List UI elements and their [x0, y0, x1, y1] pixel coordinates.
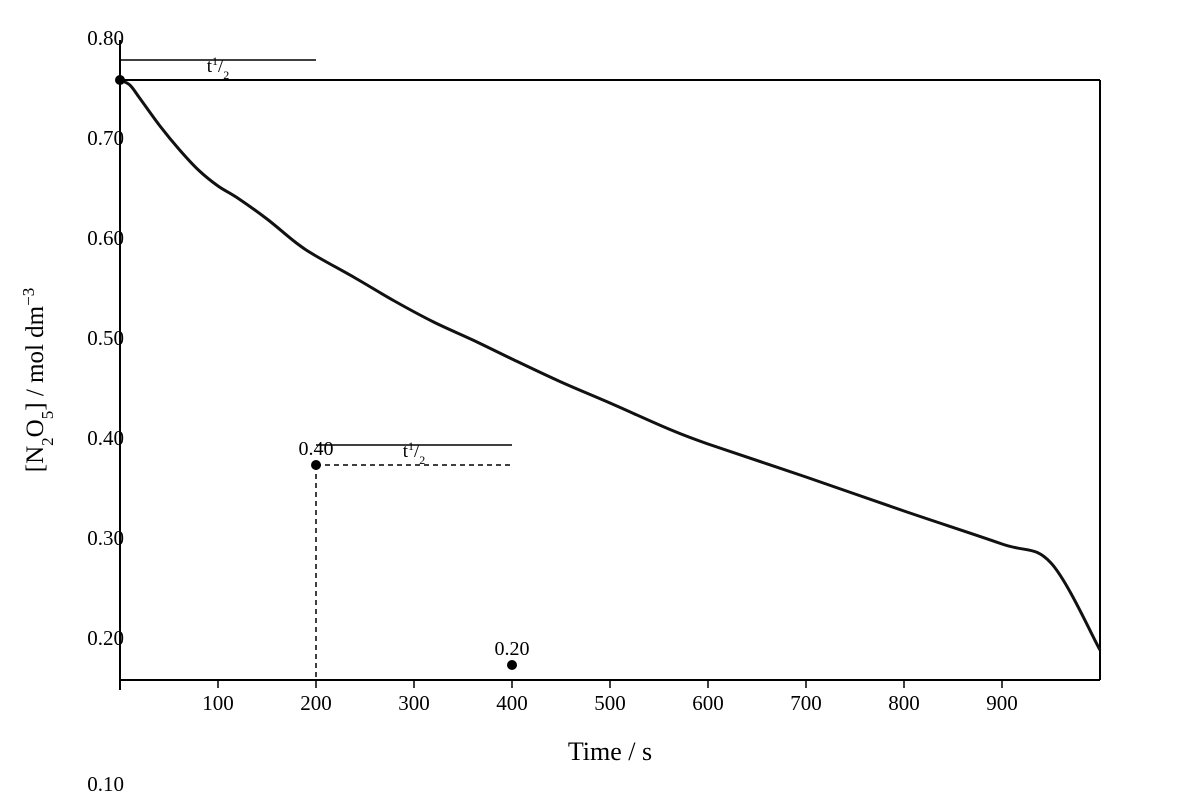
data-point-label: 0.20 — [495, 638, 530, 660]
x-tick-label: 200 — [300, 691, 332, 715]
y-axis-label-mid: O — [22, 419, 49, 437]
y-tick-label: 0.20 — [87, 626, 124, 650]
x-tick-label: 800 — [888, 691, 920, 715]
x-tick-label: 700 — [790, 691, 822, 715]
x-tick-label: 600 — [692, 691, 724, 715]
y-axis-label-sub2: 5 — [38, 411, 57, 420]
y-tick-label: 0.50 — [87, 326, 124, 350]
y-axis-label-sub1: 2 — [38, 437, 57, 446]
data-point-marker — [311, 460, 321, 470]
half-life-label: t1/2 — [207, 54, 230, 82]
half-life-annotations: t1/2 t1/2 — [120, 54, 512, 467]
y-tick-label: 0.80 — [87, 26, 124, 50]
x-tick-label: 100 — [202, 691, 234, 715]
data-point-marker — [507, 660, 517, 670]
series-line — [119, 78, 1102, 651]
y-axis-label-sup: −3 — [19, 288, 38, 306]
tick-labels: 100 200 300 400 500 600 700 800 9000.800.700.600… — [87, 26, 1018, 715]
x-tick-label: 300 — [398, 691, 430, 715]
data-markers: 0.40 0.20 — [115, 75, 530, 670]
y-axis-label-open: [N — [22, 446, 49, 472]
x-tick-label: 900 — [986, 691, 1018, 715]
y-axis-label: [N2O5] / mol dm−3 — [19, 288, 57, 472]
half-life-label: t1/2 — [403, 439, 426, 467]
guide-lines — [315, 464, 512, 680]
y-tick-label: 0.40 — [87, 426, 124, 450]
x-tick-label: 500 — [594, 691, 626, 715]
y-tick-label: 0.30 — [87, 526, 124, 550]
x-axis-label: Time / s — [568, 737, 652, 766]
y-tick-label: 0.70 — [87, 126, 124, 150]
data-point-marker — [115, 75, 125, 85]
data-point-label: 0.40 — [299, 438, 334, 460]
extra-y-tick-label: 0.10 — [87, 772, 124, 796]
axes — [119, 40, 1101, 690]
x-tick-label: 400 — [496, 691, 528, 715]
y-axis-label-close: ] / mol dm — [22, 305, 49, 410]
y-tick-label: 0.60 — [87, 226, 124, 250]
data-series — [119, 78, 1102, 651]
